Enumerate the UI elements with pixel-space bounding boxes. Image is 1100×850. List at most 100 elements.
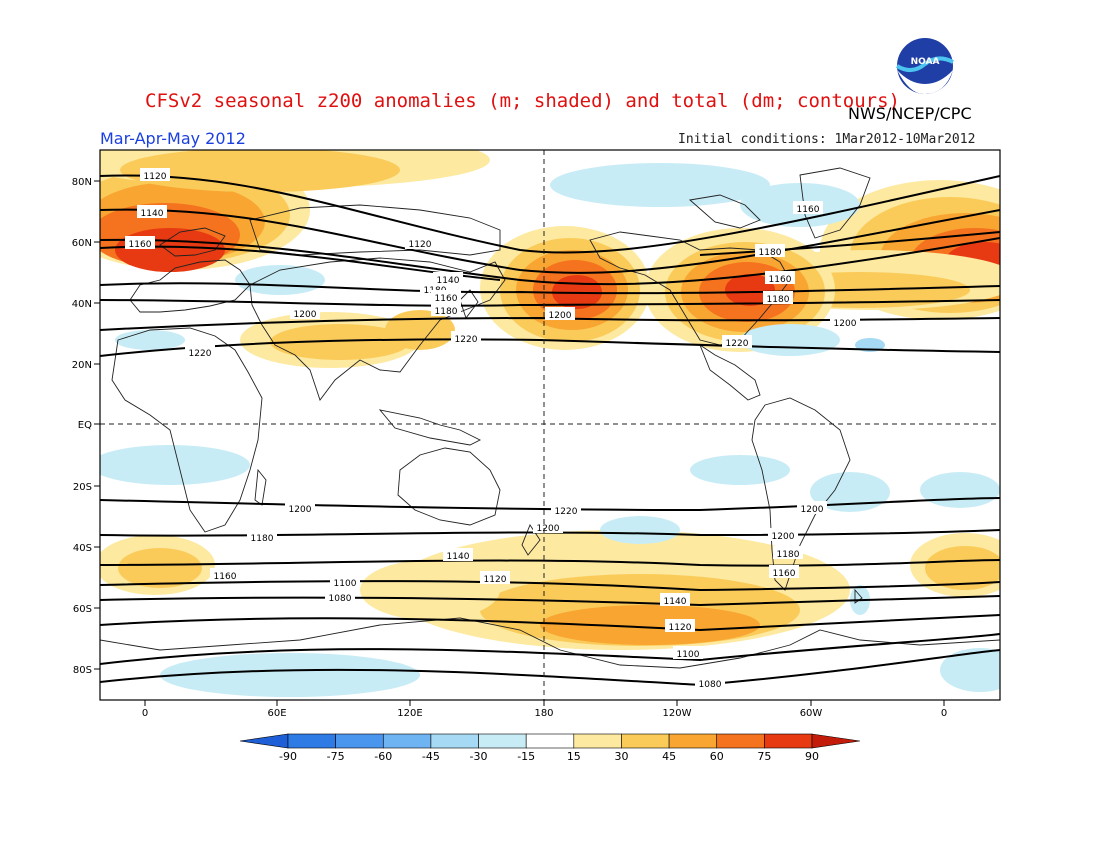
- colorbar-segment: [811, 733, 861, 749]
- colorbar-segment: [668, 733, 718, 749]
- anomaly-region: [160, 653, 420, 697]
- height-contour: [100, 174, 1000, 254]
- contour-label-bg: [660, 593, 690, 606]
- anomaly-region: [115, 228, 225, 272]
- height-contour: [100, 299, 1000, 307]
- height-contour: [100, 282, 1000, 295]
- lon-label: 60E: [267, 708, 286, 719]
- colorbar-segment: [716, 733, 765, 749]
- lon-label: 0: [941, 708, 947, 719]
- anomaly-region: [360, 560, 500, 620]
- anomaly-region: [925, 546, 1000, 590]
- contour-label-bg: [773, 546, 803, 559]
- contour-label: 1080: [699, 680, 722, 690]
- contour-label-bg: [673, 646, 703, 659]
- contour-label: 1200: [289, 505, 312, 515]
- initial-conditions-label: Initial conditions: 1Mar2012-10Mar2012: [678, 132, 976, 147]
- contour-label-bg: [185, 345, 215, 358]
- colorbar-segment: [621, 733, 670, 749]
- contour-label-bg: [763, 291, 793, 304]
- contour-label: 1160: [769, 275, 792, 285]
- height-contour: [100, 595, 1000, 607]
- contour-label: 1160: [797, 205, 820, 215]
- contour-label: 1160: [435, 294, 458, 304]
- height-contour: [100, 208, 1000, 274]
- lat-label: 20N: [72, 360, 92, 371]
- contour-label: 1180: [435, 307, 458, 317]
- contour-label-bg: [797, 501, 827, 514]
- height-contour: [100, 338, 1000, 357]
- height-contour: [100, 497, 1000, 512]
- contour-label: 1080: [329, 594, 352, 604]
- anomaly-region: [940, 648, 1000, 692]
- colorbar-segment: [239, 733, 289, 749]
- contour-label: 1220: [189, 349, 212, 359]
- contour-label-bg: [125, 236, 155, 249]
- agency-label: NWS/NCEP/CPC: [848, 104, 972, 123]
- colorbar-segment: [335, 733, 384, 749]
- contour-label: 1140: [664, 597, 687, 607]
- contour-label-bg: [431, 303, 461, 316]
- colorbar: -90 -75 -60 -45 -30 -15 15 30 45 60 75 90: [239, 733, 861, 763]
- contour-label: 1160: [214, 572, 237, 582]
- contour-label-bg: [285, 501, 315, 514]
- contour-label-bg: [769, 565, 799, 578]
- contour-label-bg: [765, 271, 795, 284]
- contour-label-bg: [768, 528, 798, 541]
- anomaly-region: [690, 455, 790, 485]
- lon-label: 120W: [663, 708, 692, 719]
- contour-label-bg: [431, 290, 461, 303]
- contour-label: 1160: [129, 240, 152, 250]
- colorbar-segment: [764, 733, 813, 749]
- contour-label: 1180: [759, 248, 782, 258]
- contour-label: 1140: [447, 552, 470, 562]
- anomaly-region: [540, 605, 760, 645]
- colorbar-segment: [382, 733, 432, 749]
- chart-title: CFSv2 seasonal z200 anomalies (m; shaded…: [145, 90, 900, 112]
- contour-label: 1120: [409, 240, 432, 250]
- height-contour: [100, 580, 1000, 592]
- contour-label-bg: [551, 503, 581, 516]
- contour-label-bg: [137, 205, 167, 218]
- contour-label-bg: [330, 575, 360, 588]
- contour-label-bg: [722, 335, 752, 348]
- lat-label: 60N: [72, 238, 92, 249]
- map-frame: [99, 149, 1001, 701]
- anomaly-shading: [100, 150, 1000, 697]
- lon-label: 0: [142, 708, 148, 719]
- contour-label: 1180: [251, 534, 274, 544]
- contour-label-bg: [443, 548, 473, 561]
- contour-label-bg: [793, 201, 823, 214]
- anomaly-region: [550, 163, 770, 207]
- lat-label: 80S: [73, 665, 92, 676]
- anomaly-region: [115, 330, 185, 350]
- anomaly-region: [100, 445, 250, 485]
- contour-label: 1160: [773, 569, 796, 579]
- height-contour: [699, 231, 1000, 256]
- height-contour: [100, 614, 1000, 632]
- colorbar-label: 45: [662, 750, 676, 763]
- contour-label: 1120: [484, 575, 507, 585]
- contour-label-bg: [695, 676, 725, 689]
- anomaly-region: [270, 324, 410, 360]
- contour-label: 1220: [455, 335, 478, 345]
- height-contour: [100, 559, 1000, 567]
- anomaly-region: [740, 324, 840, 356]
- lon-label: 60W: [800, 708, 823, 719]
- contour-label-bg: [480, 571, 510, 584]
- contour-label: 1120: [144, 172, 167, 182]
- anomaly-region: [120, 150, 400, 192]
- contour-label: 1200: [801, 505, 824, 515]
- contour-label: 1200: [549, 311, 572, 321]
- contour-label: 1140: [141, 209, 164, 219]
- contour-label-bg: [533, 520, 563, 533]
- colorbar-segment: [525, 733, 575, 749]
- anomaly-region: [920, 472, 1000, 508]
- colorbar-segment: [430, 733, 479, 749]
- anomaly-region: [118, 548, 202, 588]
- contour-label-bg: [405, 236, 435, 249]
- noaa-logo-text: NOAA: [911, 57, 940, 67]
- colorbar-label: 60: [710, 750, 724, 763]
- contour-label: 1220: [555, 507, 578, 517]
